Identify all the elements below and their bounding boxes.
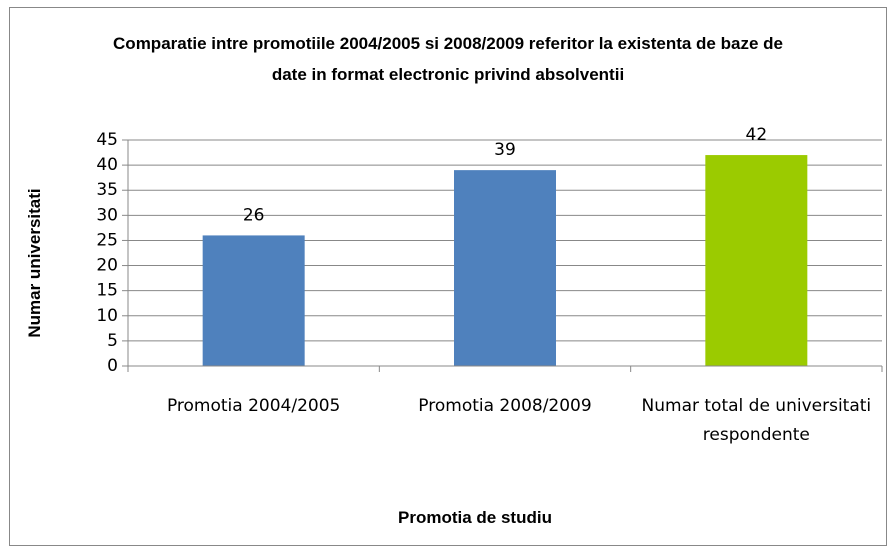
y-tick-label: 30 <box>96 205 118 225</box>
x-tick-label: Promotia 2004/2005 <box>166 396 341 416</box>
y-tick-label: 45 <box>96 130 118 150</box>
y-tick-label: 35 <box>96 180 118 200</box>
data-label: 39 <box>494 140 516 160</box>
data-label: 42 <box>746 125 768 145</box>
y-axis-title: Numar universitati <box>25 188 44 338</box>
y-tick-label: 20 <box>96 256 118 276</box>
x-tick-label: Numar total de universitati respondente <box>641 396 872 445</box>
y-tick-label: 5 <box>107 331 118 351</box>
x-axis-title: Promotia de studiu <box>398 508 552 527</box>
y-tick-label: 0 <box>107 356 118 376</box>
y-tick-label: 40 <box>96 155 118 175</box>
data-label: 26 <box>243 205 265 225</box>
y-tick-label: 10 <box>96 306 118 326</box>
bar <box>454 170 556 366</box>
x-tick-label: Promotia 2008/2009 <box>418 396 592 416</box>
chart-title: Comparatie intre promotiile 2004/2005 si… <box>113 34 783 84</box>
y-tick-label: 15 <box>96 281 118 301</box>
y-tick-label: 25 <box>96 230 118 250</box>
bar <box>705 155 808 366</box>
bar <box>202 235 305 366</box>
